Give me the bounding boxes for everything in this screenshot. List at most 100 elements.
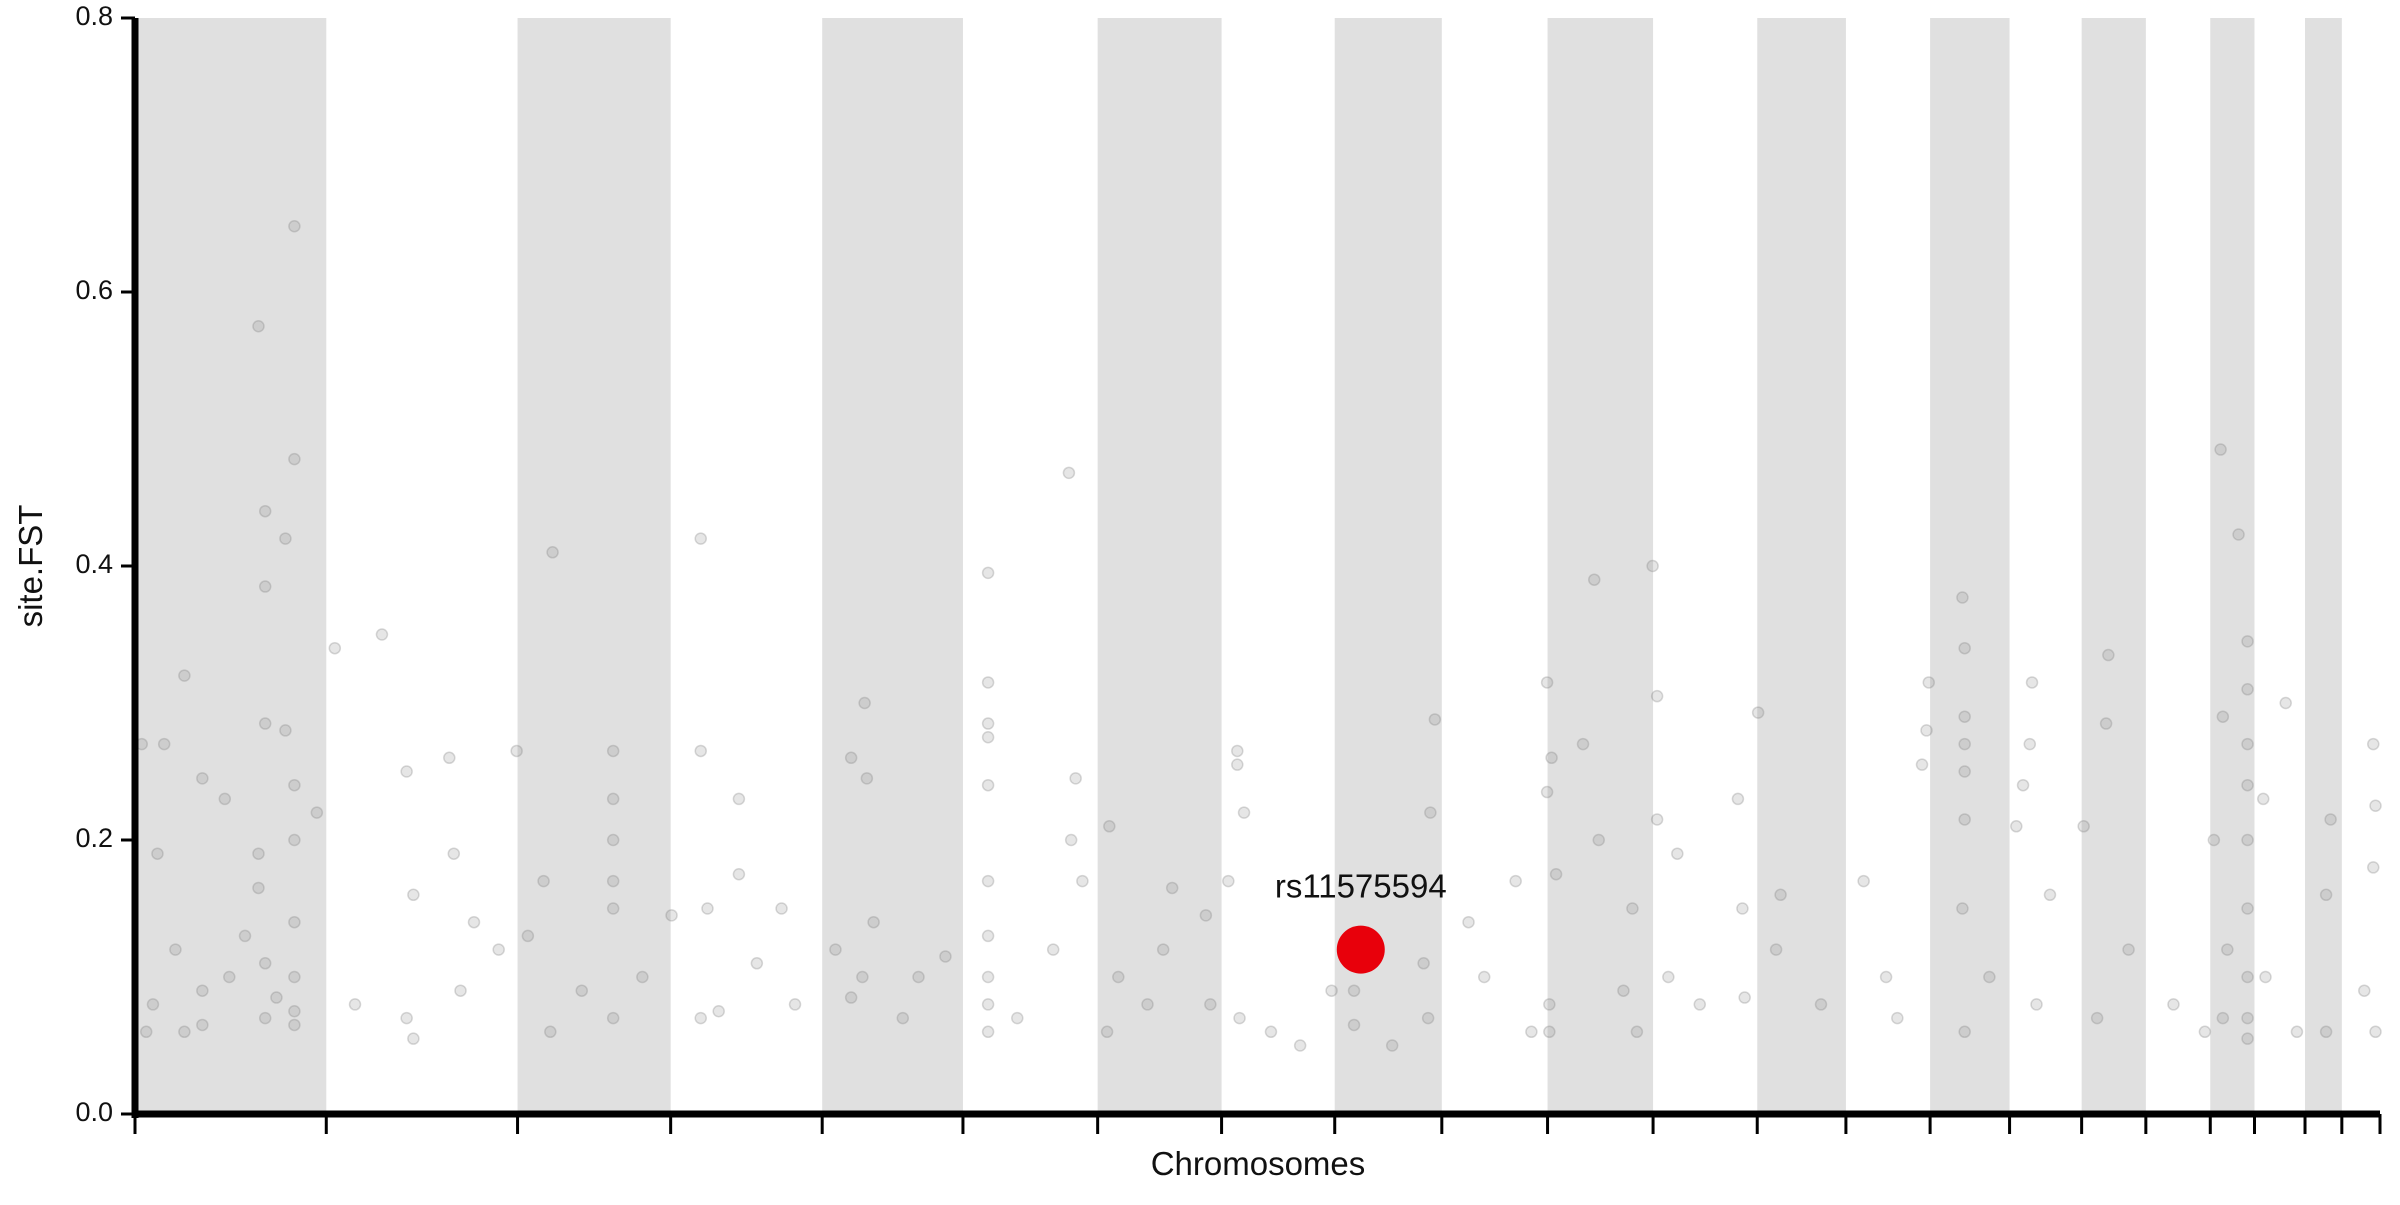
data-point xyxy=(258,580,272,593)
data-point xyxy=(860,772,874,785)
data-point xyxy=(1738,991,1751,1004)
chromosome-band xyxy=(135,18,327,1114)
data-point xyxy=(732,868,746,881)
data-point xyxy=(2319,888,2333,902)
y-tick-label: 0.2 xyxy=(75,823,113,853)
data-point xyxy=(1857,874,1870,888)
data-point xyxy=(2241,1011,2254,1025)
data-point xyxy=(1237,806,1251,819)
data-point xyxy=(2025,676,2039,689)
data-point xyxy=(407,1032,420,1045)
data-point xyxy=(981,874,995,888)
data-point xyxy=(981,566,995,580)
data-point xyxy=(1958,737,1971,751)
data-point xyxy=(1069,772,1082,785)
data-point xyxy=(1956,591,1969,604)
data-point xyxy=(157,737,171,751)
data-point xyxy=(1662,970,1675,984)
data-point xyxy=(1891,1011,1904,1025)
data-point xyxy=(279,724,292,737)
data-point xyxy=(1428,713,1442,726)
data-point xyxy=(252,320,265,333)
data-point xyxy=(2023,737,2037,751)
data-point xyxy=(2010,820,2023,833)
data-point xyxy=(1325,984,1338,997)
data-point xyxy=(775,902,788,915)
data-point xyxy=(1462,915,1475,929)
data-point xyxy=(521,929,535,943)
data-point xyxy=(1626,902,1639,915)
data-point xyxy=(1231,758,1244,771)
data-point xyxy=(196,772,209,785)
data-point xyxy=(279,532,292,545)
data-point xyxy=(1736,902,1749,915)
data-point xyxy=(2216,710,2230,723)
data-point xyxy=(375,628,389,641)
data-point xyxy=(1549,868,1563,881)
data-point xyxy=(252,881,265,895)
data-point xyxy=(2016,778,2030,792)
y-axis-label: site.FST xyxy=(12,505,49,628)
data-point xyxy=(1525,1025,1538,1039)
data-point xyxy=(1062,466,1076,480)
data-point xyxy=(1156,943,1170,956)
chromosome-band xyxy=(822,18,963,1114)
data-point xyxy=(1983,970,1996,984)
data-point xyxy=(694,532,707,545)
data-point xyxy=(258,957,272,970)
data-point xyxy=(1347,984,1361,997)
data-point xyxy=(981,970,995,984)
y-tick-label: 0.4 xyxy=(75,549,113,579)
data-point xyxy=(1545,751,1558,765)
data-point xyxy=(2369,1025,2382,1039)
data-point xyxy=(2232,528,2245,541)
data-point xyxy=(348,998,362,1011)
data-point xyxy=(258,1011,272,1025)
data-point xyxy=(546,546,559,559)
chromosome-band xyxy=(1930,18,2010,1114)
data-point xyxy=(288,970,301,984)
data-point xyxy=(844,991,858,1004)
data-point xyxy=(1920,724,1933,737)
data-point xyxy=(1630,1025,1644,1039)
data-point xyxy=(223,970,236,984)
data-point xyxy=(1199,909,1213,922)
data-point xyxy=(288,833,301,847)
data-point xyxy=(454,984,467,997)
data-point xyxy=(1617,984,1630,997)
data-point xyxy=(606,874,620,888)
data-point xyxy=(1385,1039,1399,1052)
data-point xyxy=(606,744,620,758)
data-point xyxy=(1046,943,1060,956)
data-point xyxy=(1141,998,1154,1011)
data-point xyxy=(288,778,301,792)
data-point xyxy=(1100,1025,1114,1039)
data-point xyxy=(1421,1011,1435,1025)
data-point xyxy=(2241,1032,2254,1045)
data-point xyxy=(1958,641,1971,655)
data-point xyxy=(1774,888,1787,902)
data-point xyxy=(288,915,301,929)
data-point xyxy=(1293,1039,1307,1052)
data-point xyxy=(510,744,523,758)
data-point xyxy=(2241,970,2254,984)
plot-area: 0.0 0.2 0.4 0.6 0.8 rs11575594 xyxy=(75,1,2382,1134)
data-point xyxy=(2279,696,2292,710)
chromosome-band xyxy=(2210,18,2255,1114)
data-point xyxy=(606,902,620,915)
data-point xyxy=(467,915,481,929)
data-point xyxy=(912,970,925,984)
data-point xyxy=(196,1018,209,1032)
data-point xyxy=(328,641,342,655)
data-point xyxy=(2367,737,2380,751)
data-point xyxy=(1958,710,1971,723)
data-point xyxy=(288,1005,301,1018)
data-point xyxy=(2214,443,2227,456)
data-point xyxy=(606,833,620,847)
data-point xyxy=(544,1025,557,1039)
data-point xyxy=(2367,861,2380,874)
data-point xyxy=(2257,792,2270,806)
data-point xyxy=(1922,676,1936,689)
